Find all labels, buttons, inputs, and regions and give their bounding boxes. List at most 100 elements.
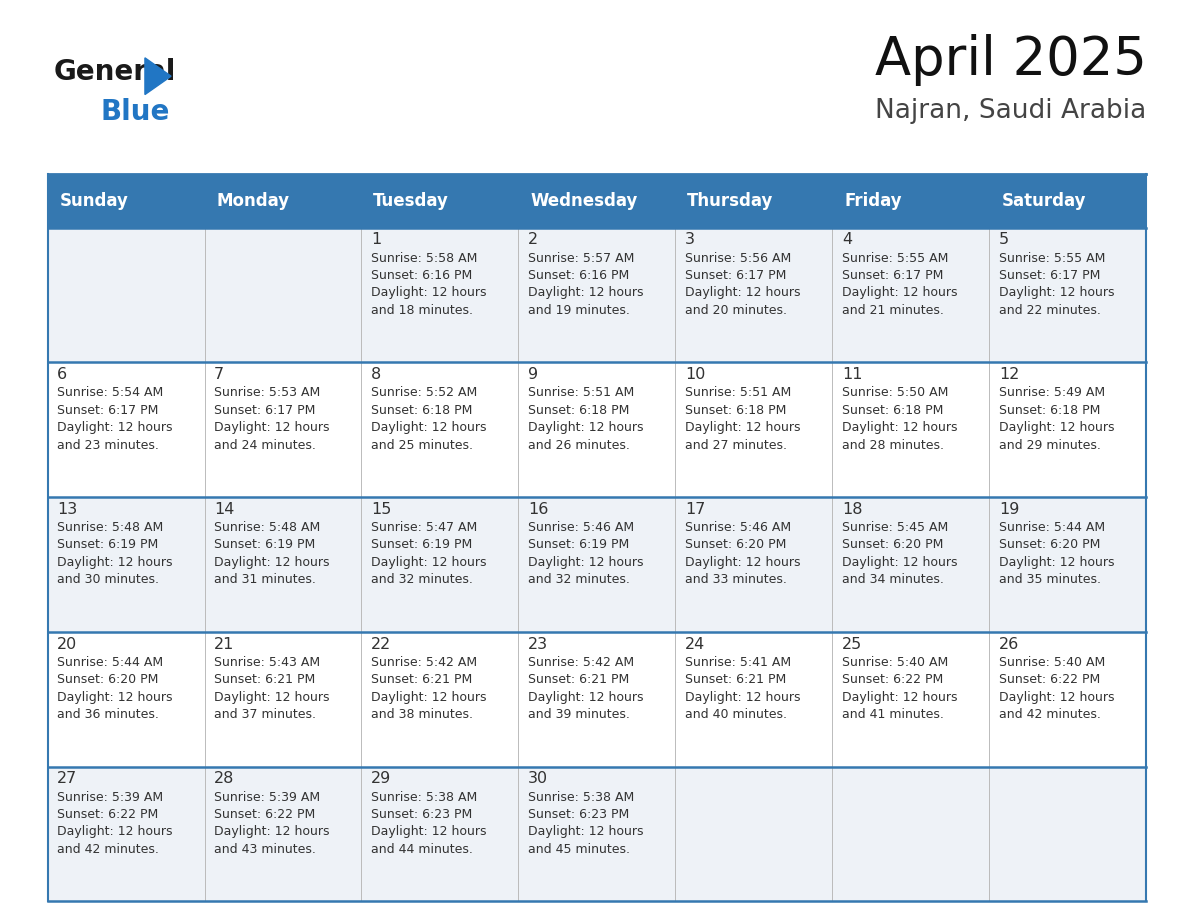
Text: Friday: Friday	[845, 192, 902, 210]
Bar	[361, 363, 518, 498]
Text: Sunrise: 5:44 AM: Sunrise: 5:44 AM	[57, 655, 163, 669]
Text: 28: 28	[214, 771, 234, 787]
Text: 2: 2	[527, 232, 538, 247]
Bar	[518, 363, 676, 498]
Text: 21: 21	[214, 636, 234, 652]
Text: Daylight: 12 hours: Daylight: 12 hours	[57, 421, 172, 434]
Text: Sunrise: 5:55 AM: Sunrise: 5:55 AM	[999, 252, 1105, 264]
Text: and 26 minutes.: and 26 minutes.	[527, 439, 630, 452]
Bar	[518, 632, 676, 767]
Bar	[48, 498, 204, 632]
Text: Daylight: 12 hours: Daylight: 12 hours	[842, 556, 958, 569]
Bar	[676, 363, 833, 498]
Text: Sunset: 6:21 PM: Sunset: 6:21 PM	[371, 673, 473, 687]
Text: Daylight: 12 hours: Daylight: 12 hours	[842, 286, 958, 299]
Text: 12: 12	[999, 367, 1019, 382]
Text: and 36 minutes.: and 36 minutes.	[57, 708, 159, 722]
Text: and 32 minutes.: and 32 minutes.	[527, 574, 630, 587]
Text: Daylight: 12 hours: Daylight: 12 hours	[371, 421, 487, 434]
Bar	[361, 228, 518, 363]
Text: and 35 minutes.: and 35 minutes.	[999, 574, 1101, 587]
Bar	[990, 632, 1146, 767]
Text: 17: 17	[685, 502, 706, 517]
Bar	[48, 228, 204, 363]
Bar	[361, 632, 518, 767]
Text: Daylight: 12 hours: Daylight: 12 hours	[371, 690, 487, 704]
Text: Thursday: Thursday	[688, 192, 773, 210]
Text: and 29 minutes.: and 29 minutes.	[999, 439, 1101, 452]
Text: and 19 minutes.: and 19 minutes.	[527, 304, 630, 317]
Text: and 28 minutes.: and 28 minutes.	[842, 439, 944, 452]
Text: and 22 minutes.: and 22 minutes.	[999, 304, 1101, 317]
Text: 30: 30	[527, 771, 548, 787]
Bar	[990, 363, 1146, 498]
Text: Sunrise: 5:38 AM: Sunrise: 5:38 AM	[527, 790, 634, 803]
Text: Sunset: 6:20 PM: Sunset: 6:20 PM	[842, 539, 943, 552]
Bar	[676, 632, 833, 767]
Text: Daylight: 12 hours: Daylight: 12 hours	[57, 825, 172, 838]
Text: 8: 8	[371, 367, 381, 382]
Text: Sunset: 6:17 PM: Sunset: 6:17 PM	[214, 404, 315, 417]
Bar	[204, 498, 361, 632]
Text: 29: 29	[371, 771, 391, 787]
Text: 13: 13	[57, 502, 77, 517]
Text: Tuesday: Tuesday	[373, 192, 449, 210]
Text: 9: 9	[527, 367, 538, 382]
Text: Sunset: 6:16 PM: Sunset: 6:16 PM	[527, 269, 630, 282]
Text: Sunset: 6:22 PM: Sunset: 6:22 PM	[57, 808, 158, 821]
Bar	[48, 174, 1146, 228]
Text: Daylight: 12 hours: Daylight: 12 hours	[527, 286, 644, 299]
Text: Daylight: 12 hours: Daylight: 12 hours	[57, 556, 172, 569]
Bar	[204, 632, 361, 767]
Text: Blue: Blue	[101, 98, 170, 127]
Text: Daylight: 12 hours: Daylight: 12 hours	[527, 690, 644, 704]
Bar	[204, 767, 361, 901]
Text: 24: 24	[685, 636, 706, 652]
Text: and 37 minutes.: and 37 minutes.	[214, 708, 316, 722]
Text: and 43 minutes.: and 43 minutes.	[214, 843, 316, 856]
Text: Daylight: 12 hours: Daylight: 12 hours	[371, 825, 487, 838]
Bar	[833, 767, 990, 901]
Text: 3: 3	[685, 232, 695, 247]
Text: Sunrise: 5:54 AM: Sunrise: 5:54 AM	[57, 386, 163, 399]
Text: and 27 minutes.: and 27 minutes.	[685, 439, 786, 452]
Text: Sunrise: 5:39 AM: Sunrise: 5:39 AM	[57, 790, 163, 803]
Bar	[833, 363, 990, 498]
Text: and 40 minutes.: and 40 minutes.	[685, 708, 786, 722]
Bar	[676, 767, 833, 901]
Text: Daylight: 12 hours: Daylight: 12 hours	[371, 286, 487, 299]
Text: Sunrise: 5:51 AM: Sunrise: 5:51 AM	[527, 386, 634, 399]
Text: Sunrise: 5:42 AM: Sunrise: 5:42 AM	[371, 655, 478, 669]
Text: Monday: Monday	[216, 192, 290, 210]
Text: Sunrise: 5:48 AM: Sunrise: 5:48 AM	[57, 521, 163, 534]
Text: Daylight: 12 hours: Daylight: 12 hours	[57, 690, 172, 704]
Text: Sunrise: 5:49 AM: Sunrise: 5:49 AM	[999, 386, 1105, 399]
Text: Sunrise: 5:42 AM: Sunrise: 5:42 AM	[527, 655, 634, 669]
Text: Sunrise: 5:52 AM: Sunrise: 5:52 AM	[371, 386, 478, 399]
Text: Sunset: 6:19 PM: Sunset: 6:19 PM	[214, 539, 315, 552]
Text: 15: 15	[371, 502, 391, 517]
Text: Sunset: 6:18 PM: Sunset: 6:18 PM	[842, 404, 943, 417]
Text: and 34 minutes.: and 34 minutes.	[842, 574, 943, 587]
Bar	[833, 498, 990, 632]
Text: and 44 minutes.: and 44 minutes.	[371, 843, 473, 856]
Text: Sunset: 6:17 PM: Sunset: 6:17 PM	[999, 269, 1100, 282]
Text: Daylight: 12 hours: Daylight: 12 hours	[371, 556, 487, 569]
Text: Sunday: Sunday	[59, 192, 128, 210]
Text: Daylight: 12 hours: Daylight: 12 hours	[685, 286, 801, 299]
Text: Sunrise: 5:48 AM: Sunrise: 5:48 AM	[214, 521, 321, 534]
Text: Sunrise: 5:46 AM: Sunrise: 5:46 AM	[685, 521, 791, 534]
Bar	[518, 228, 676, 363]
Text: 25: 25	[842, 636, 862, 652]
Text: Sunrise: 5:40 AM: Sunrise: 5:40 AM	[842, 655, 948, 669]
Bar	[833, 632, 990, 767]
Text: and 21 minutes.: and 21 minutes.	[842, 304, 943, 317]
Text: Sunrise: 5:45 AM: Sunrise: 5:45 AM	[842, 521, 948, 534]
Text: and 23 minutes.: and 23 minutes.	[57, 439, 159, 452]
Text: Daylight: 12 hours: Daylight: 12 hours	[527, 556, 644, 569]
Bar	[48, 363, 204, 498]
Text: Sunset: 6:18 PM: Sunset: 6:18 PM	[527, 404, 630, 417]
Text: Sunset: 6:18 PM: Sunset: 6:18 PM	[685, 404, 786, 417]
Text: Sunset: 6:19 PM: Sunset: 6:19 PM	[57, 539, 158, 552]
Bar	[361, 767, 518, 901]
